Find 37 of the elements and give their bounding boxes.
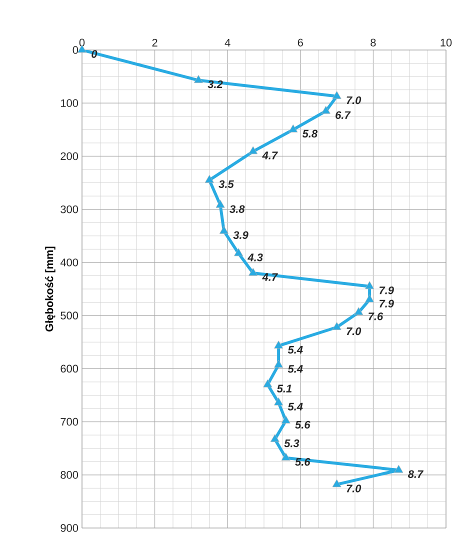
data-label: 7.0: [346, 327, 362, 336]
data-label: 6.7: [336, 111, 351, 119]
data-label: 3.8: [230, 205, 245, 213]
x-tick-label: 8: [370, 38, 376, 46]
data-label: 7.6: [368, 312, 384, 320]
x-tick-label: 2: [152, 38, 158, 46]
y-tick-label: 400: [60, 258, 78, 266]
x-tick-label: 6: [298, 38, 303, 46]
y-tick-label: 100: [61, 99, 78, 107]
data-label: 5.3: [284, 439, 300, 448]
data-label: 5.8: [302, 130, 318, 138]
data-label: 3.9: [233, 231, 248, 239]
data-label: 5.4: [288, 402, 303, 410]
y-tick-label: 300: [60, 205, 78, 214]
x-tick-label: 4: [224, 38, 230, 46]
data-label: 4.3: [248, 254, 263, 262]
y-tick-label: 600: [60, 364, 78, 373]
data-label: 3.5: [218, 180, 234, 188]
y-tick-label: 700: [60, 418, 78, 426]
data-label: 8.7: [408, 470, 424, 478]
data-label: 7.0: [346, 96, 362, 104]
data-label: 5.4: [288, 365, 303, 373]
data-label: 7.9: [380, 286, 394, 294]
y-tick-label: 800: [60, 471, 78, 479]
data-label: 7.0: [346, 484, 362, 492]
data-label: 5.4: [288, 346, 303, 354]
data-label: 5.1: [276, 384, 292, 392]
x-tick-label: 0: [79, 38, 85, 46]
y-tick-label: 0: [72, 46, 78, 54]
data-label: 7.9: [380, 300, 394, 308]
y-tick-label: 900: [60, 524, 78, 532]
y-axis-title: Głębokość [mm]: [45, 246, 56, 332]
data-label: 4.7: [262, 152, 278, 160]
y-tick-label: 200: [60, 152, 78, 160]
x-tick-label: 10: [440, 38, 452, 46]
data-label: 5.6: [295, 420, 310, 429]
y-tick-label: 500: [60, 312, 78, 320]
